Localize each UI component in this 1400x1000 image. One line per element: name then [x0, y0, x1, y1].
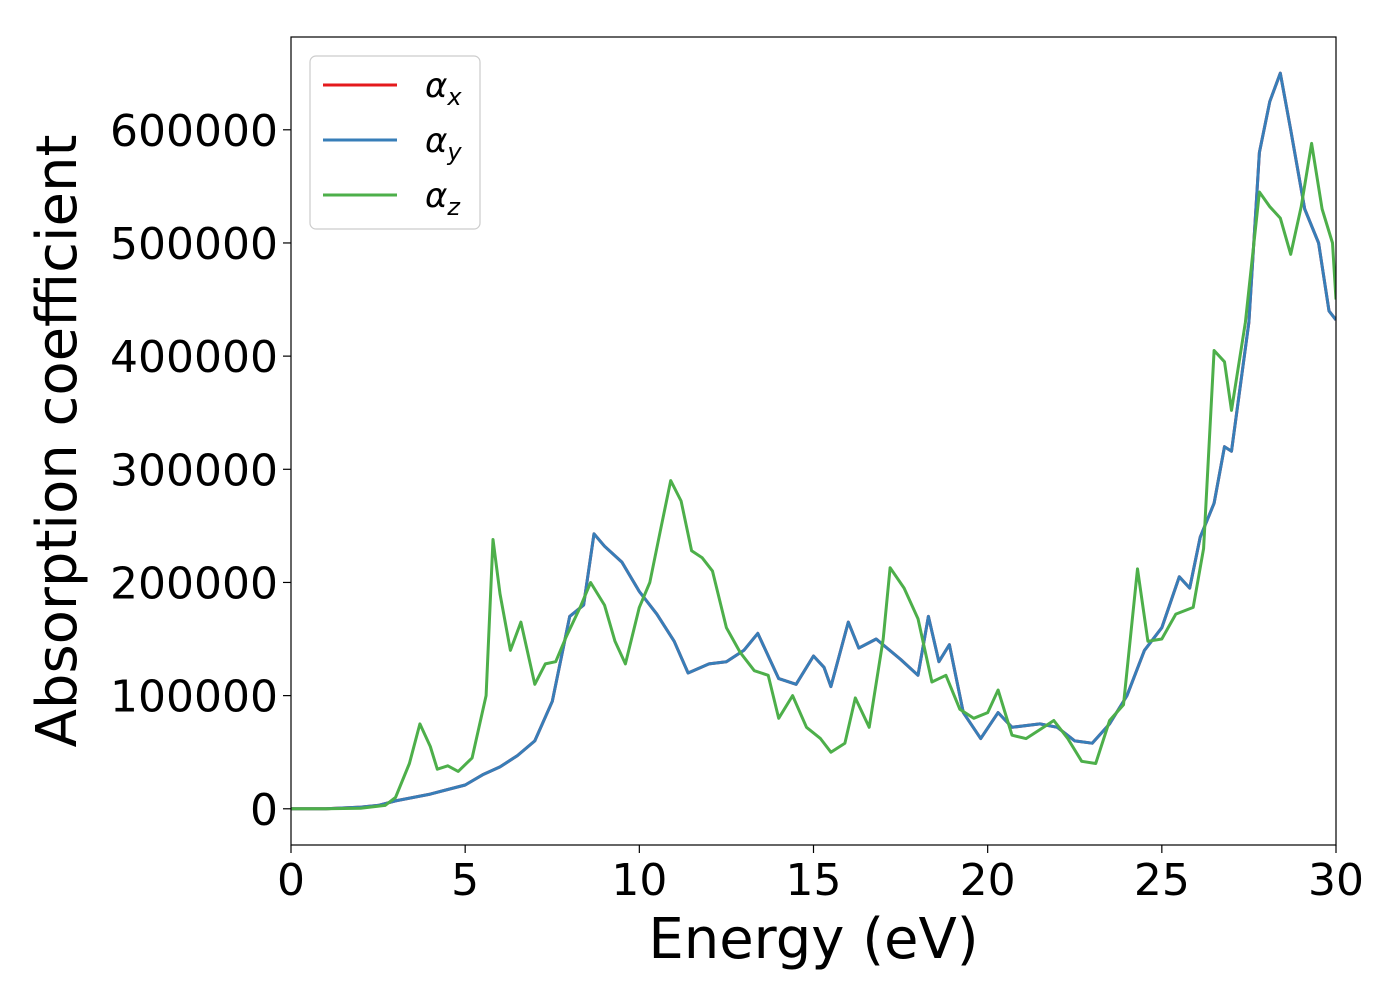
y-tick-label: 200000	[110, 558, 278, 609]
series-line-z	[291, 141, 1336, 811]
y-tick-label: 100000	[110, 672, 278, 723]
x-axis-ticks: 0 5 10 15 20 25 30	[277, 845, 1364, 906]
x-tick-label: 10	[611, 855, 667, 906]
legend-label-z: αz	[425, 176, 461, 221]
series-line-y	[291, 71, 1336, 811]
x-tick-label: 30	[1308, 855, 1364, 906]
y-axis-label: Absorption coefficient	[25, 135, 90, 748]
y-axis-ticks: 0 100000 200000 300000 400000 500000 600000	[110, 106, 291, 836]
x-tick-label: 0	[277, 855, 305, 906]
x-tick-label: 20	[960, 855, 1016, 906]
y-tick-label: 500000	[110, 219, 278, 270]
x-axis-label: Energy (eV)	[648, 907, 978, 972]
x-tick-label: 15	[786, 855, 842, 906]
y-tick-label: 400000	[110, 332, 278, 383]
x-tick-label: 5	[451, 855, 479, 906]
y-tick-label: 300000	[110, 445, 278, 496]
y-tick-label: 600000	[110, 106, 278, 157]
y-tick-label: 0	[250, 785, 278, 836]
series-layer	[291, 71, 1336, 811]
legend-box	[309, 55, 481, 230]
x-tick-label: 25	[1134, 855, 1190, 906]
